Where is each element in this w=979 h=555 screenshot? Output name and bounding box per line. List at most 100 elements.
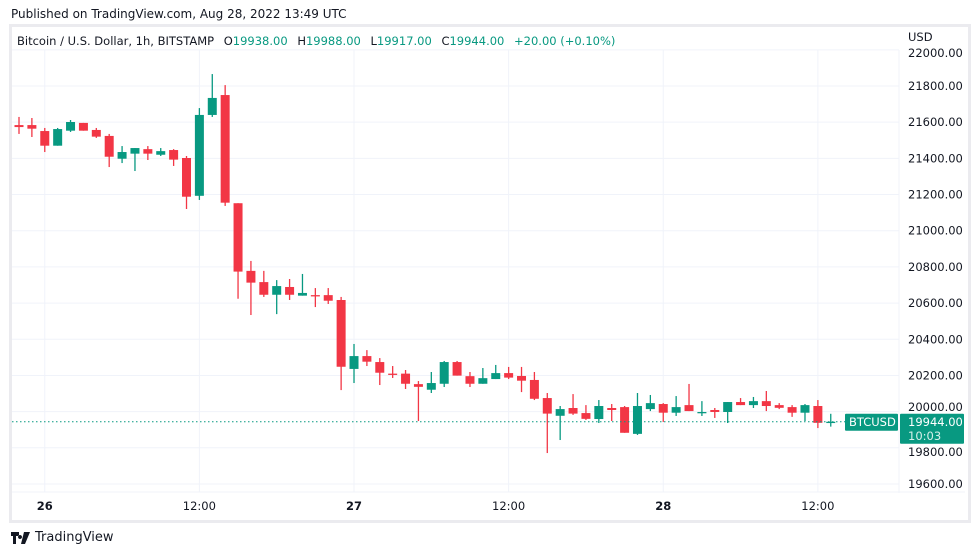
candle (800, 404, 810, 422)
candle-body (748, 401, 758, 406)
low-label: L (370, 34, 377, 48)
candle (285, 279, 295, 301)
candle-body (800, 405, 810, 413)
open-value: 19938.00 (232, 34, 288, 48)
candle (40, 127, 50, 153)
candle-body (401, 373, 411, 384)
candle-body (297, 292, 307, 296)
candle (748, 396, 758, 409)
brand-name: TradingView (35, 530, 114, 545)
candle-body (658, 404, 668, 413)
candle-body (504, 373, 514, 378)
candle-body (156, 151, 166, 155)
candle-body (310, 295, 320, 297)
candle (14, 116, 24, 134)
candle-body (568, 408, 578, 414)
symbol-tag (845, 413, 898, 431)
candle-body (194, 114, 204, 196)
candle (233, 203, 243, 299)
price-tick-label: 21800.00 (908, 79, 963, 93)
candle (413, 381, 423, 422)
candle-body (439, 362, 449, 384)
candle-body (272, 286, 282, 295)
candle-body (375, 362, 385, 373)
candle-body (233, 203, 243, 272)
candle (620, 406, 630, 433)
candle-body (813, 406, 823, 423)
candle-body (130, 148, 140, 154)
candle (130, 148, 140, 172)
candle (671, 396, 681, 416)
candle (362, 350, 372, 367)
candle (246, 260, 256, 316)
candle-body (246, 270, 256, 283)
candle-body (169, 150, 179, 160)
price-tick-label: 21200.00 (908, 188, 963, 202)
chart-legend: Bitcoin / U.S. Dollar, 1h, BITSTAMP O199… (17, 34, 621, 48)
price-tick-label: 20600.00 (908, 296, 963, 310)
time-tick-label: 26 (37, 499, 53, 513)
candle (375, 358, 385, 386)
candle-body (362, 356, 372, 362)
candle (761, 390, 771, 412)
price-tick-label: 20200.00 (908, 368, 963, 382)
candle (684, 383, 694, 412)
candle-body (555, 409, 565, 416)
candle-body (542, 398, 552, 414)
candle (439, 360, 449, 388)
currency-label: USD (908, 30, 933, 44)
candle-body (761, 401, 771, 407)
candle-body (697, 411, 707, 414)
candle-body (684, 405, 694, 412)
candle-body (182, 157, 192, 197)
price-tick-label: 20000.00 (908, 400, 963, 414)
candle-body (27, 125, 37, 129)
tradingview-logo[interactable]: TradingView (11, 530, 114, 545)
candle (426, 372, 436, 393)
candle (491, 364, 501, 380)
symbol-description: Bitcoin / U.S. Dollar, 1h, BITSTAMP (17, 34, 215, 48)
candle-body (774, 405, 784, 408)
countdown-text: 10:03 (908, 429, 941, 443)
candle-body (736, 402, 746, 406)
candle (117, 146, 127, 164)
candle-body (285, 286, 295, 295)
last-price-text: 19944.00 (908, 415, 963, 429)
candle-body (104, 135, 114, 157)
candle (169, 149, 179, 166)
candle (207, 74, 217, 117)
candle (697, 401, 707, 416)
candle (774, 403, 784, 410)
candle-body (259, 282, 269, 295)
candle (297, 273, 307, 296)
candle-body (671, 407, 681, 413)
time-tick-label: 27 (346, 499, 362, 513)
candle (323, 288, 333, 304)
price-tick-label: 21000.00 (908, 224, 963, 238)
candle (813, 400, 823, 429)
symbol-tag-text: BTCUSD (849, 415, 896, 429)
candle (220, 85, 230, 206)
tradingview-logo-icon (11, 531, 30, 544)
candle (401, 370, 411, 390)
candles (14, 74, 836, 454)
candle (632, 392, 642, 435)
candle-body (220, 95, 230, 203)
published-note: Published on TradingView.com, Aug 28, 20… (11, 7, 347, 21)
price-tick-label: 22000.00 (908, 46, 963, 60)
price-tick-label: 19600.00 (908, 477, 963, 491)
candle (91, 127, 101, 138)
price-tick-label: 21600.00 (908, 115, 963, 129)
grid (12, 49, 965, 493)
candle-body (388, 373, 398, 375)
candle-body (723, 402, 733, 412)
candle (259, 270, 269, 297)
time-axis: 26 12:00 27 12:00 28 12:00 (37, 499, 835, 513)
candle (452, 360, 462, 376)
candle-body (14, 125, 24, 128)
time-tick-label: 12:00 (183, 499, 216, 513)
candle-body (452, 362, 462, 376)
candle-body (632, 406, 642, 434)
price-tick-label: 19800.00 (908, 445, 963, 459)
